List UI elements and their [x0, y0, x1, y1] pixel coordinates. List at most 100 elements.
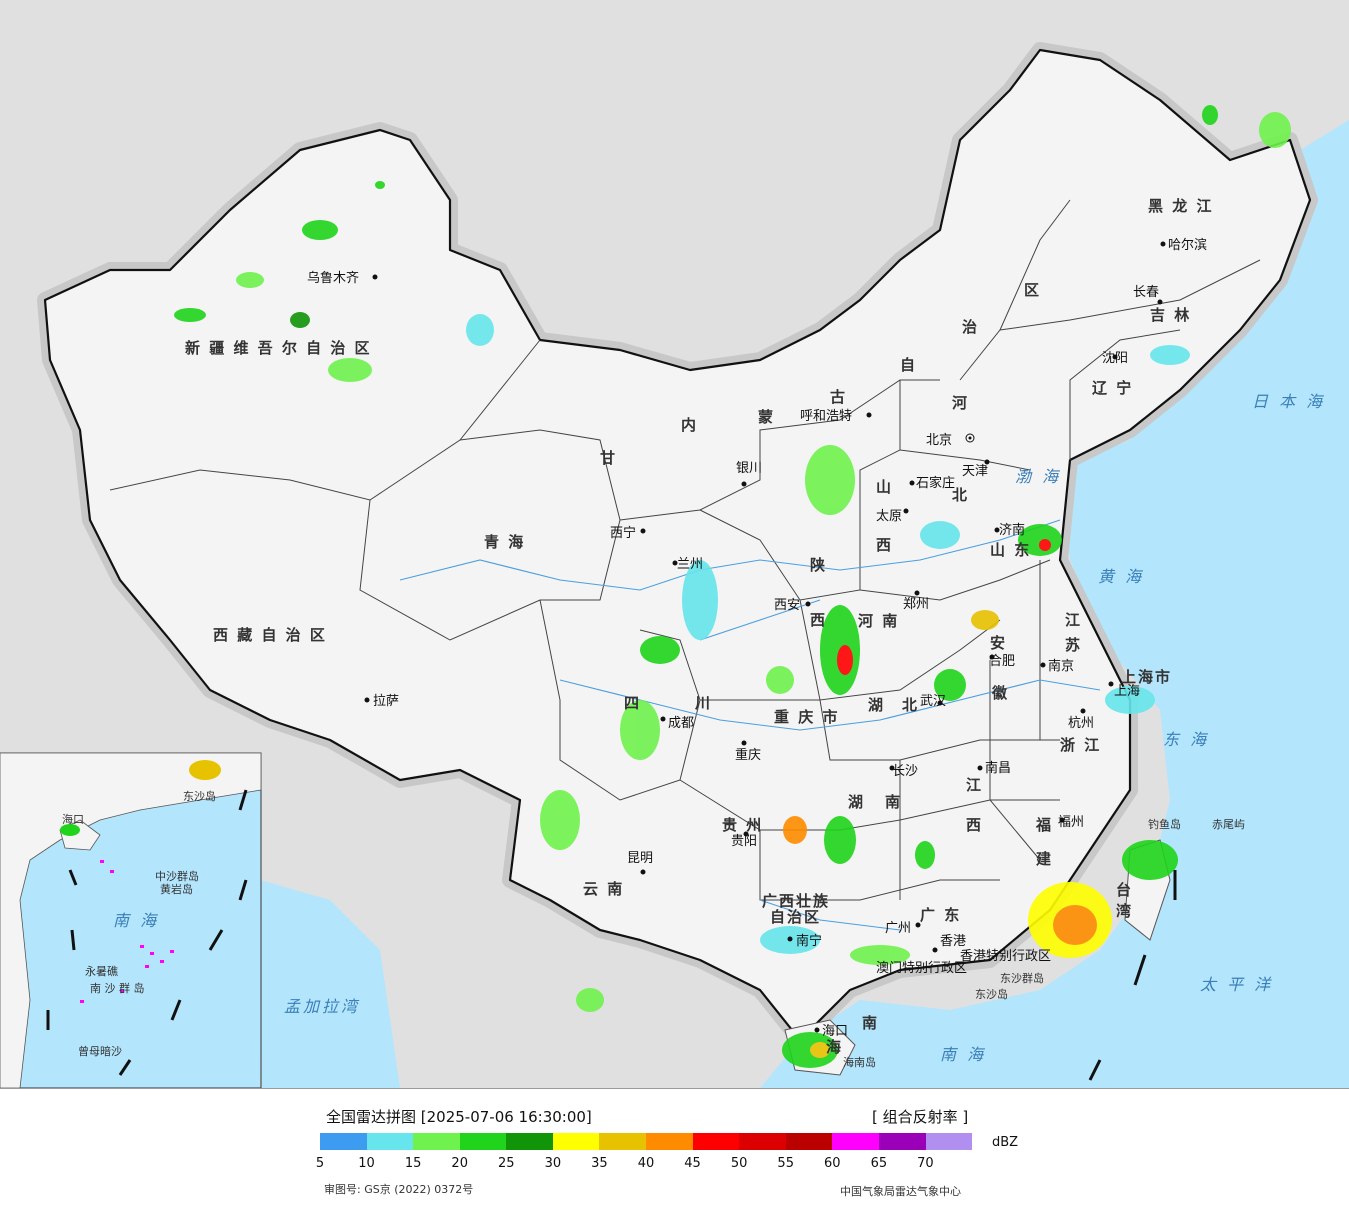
svg-text:南昌: 南昌 [985, 760, 1011, 776]
svg-text:东沙岛: 东沙岛 [975, 987, 1008, 1001]
radar-map: 新 疆 维 吾 尔 自 治 区 西 藏 自 治 区 青 海 甘 内 蒙 古 自 … [0, 0, 1349, 1088]
svg-text:渤 海: 渤 海 [1015, 467, 1061, 486]
approval-number: 审图号: GS京 (2022) 0372号 [324, 1183, 474, 1196]
svg-text:江: 江 [966, 776, 983, 794]
legend-swatch [692, 1133, 740, 1150]
legend-tick-label: 40 [637, 1156, 655, 1171]
svg-text:呼和浩特: 呼和浩特 [800, 409, 852, 424]
svg-text:海: 海 [826, 1038, 843, 1056]
svg-text:南: 南 [862, 1014, 879, 1032]
svg-text:西: 西 [966, 816, 983, 834]
legend-tick-label: 65 [870, 1156, 888, 1171]
svg-text:湾: 湾 [1116, 902, 1133, 920]
unit-label: dBZ [992, 1135, 1019, 1150]
svg-text:曾母暗沙: 曾母暗沙 [78, 1044, 122, 1058]
legend-swatch [599, 1133, 647, 1150]
legend-swatch [413, 1133, 460, 1150]
legend-tick-label: 15 [404, 1156, 422, 1171]
legend-tick-label: 10 [358, 1156, 375, 1171]
legend-tick-label: 20 [451, 1156, 468, 1171]
svg-text:赤尾屿: 赤尾屿 [1212, 818, 1245, 831]
svg-text:南 沙 群 岛: 南 沙 群 岛 [90, 981, 145, 995]
svg-text:哈尔滨: 哈尔滨 [1168, 237, 1207, 253]
map-title: 全国雷达拼图 [2025-07-06 16:30:00] [326, 1108, 592, 1126]
svg-text:孟加拉湾: 孟加拉湾 [284, 997, 360, 1016]
color-scale-bar [320, 1133, 973, 1150]
svg-text:武汉: 武汉 [920, 694, 946, 709]
svg-text:自: 自 [900, 356, 917, 374]
product-name: [ 组合反射率 ] [872, 1108, 969, 1126]
svg-text:贵 州: 贵 州 [722, 816, 763, 834]
svg-text:广 东: 广 东 [920, 906, 961, 924]
legend-tick-label: 50 [730, 1156, 748, 1171]
legend-tick-label: 70 [917, 1156, 934, 1171]
svg-text:西宁: 西宁 [610, 525, 636, 541]
svg-text:贵阳: 贵阳 [731, 834, 757, 849]
svg-text:北京: 北京 [926, 433, 952, 448]
svg-text:青 海: 青 海 [484, 533, 525, 551]
special-labels: 香港特别行政区 澳门特别行政区 东沙群岛 东沙岛 钓鱼岛 赤尾屿 海南岛 [843, 817, 1245, 1069]
svg-text:济南: 济南 [999, 522, 1025, 538]
svg-text:治: 治 [962, 318, 979, 336]
svg-text:沈阳: 沈阳 [1102, 351, 1128, 366]
svg-text:川: 川 [694, 694, 712, 712]
svg-text:南 海: 南 海 [113, 911, 159, 930]
svg-text:郑州: 郑州 [903, 597, 929, 612]
svg-text:甘: 甘 [600, 449, 617, 467]
legend-tick-label: 5 [315, 1156, 325, 1171]
legend-swatch [552, 1133, 600, 1150]
svg-text:古: 古 [830, 388, 847, 406]
svg-text:太原: 太原 [876, 509, 902, 524]
svg-text:河 南: 河 南 [858, 612, 899, 630]
province-labels: 新 疆 维 吾 尔 自 治 区 西 藏 自 治 区 青 海 甘 内 蒙 古 自 … [185, 197, 1213, 1056]
svg-text:合肥: 合肥 [989, 654, 1015, 669]
svg-text:中沙群岛: 中沙群岛 [155, 869, 199, 883]
svg-text:西安: 西安 [774, 598, 800, 613]
sea-area-bay [260, 880, 400, 1088]
svg-text:钓鱼岛: 钓鱼岛 [1148, 817, 1181, 831]
svg-text:日 本 海: 日 本 海 [1252, 392, 1325, 411]
legend-swatch [506, 1133, 553, 1150]
rivers [399, 519, 1101, 931]
sea-labels: 日 本 海 渤 海 黄 海 东 海 太 平 洋 南 海 孟加拉湾 [284, 392, 1325, 1064]
svg-text:拉萨: 拉萨 [373, 694, 399, 709]
legend-swatch [878, 1133, 926, 1150]
svg-text:浙 江: 浙 江 [1060, 736, 1101, 754]
svg-text:内: 内 [681, 416, 698, 434]
svg-text:西 藏 自 治 区: 西 藏 自 治 区 [213, 626, 327, 644]
svg-text:南: 南 [885, 793, 902, 811]
svg-text:重 庆 市: 重 庆 市 [774, 708, 839, 726]
svg-text:东沙岛: 东沙岛 [183, 789, 216, 803]
svg-text:海口: 海口 [62, 812, 84, 826]
legend-tick-label: 45 [684, 1156, 701, 1171]
svg-text:广州: 广州 [885, 921, 911, 936]
legend-swatch [366, 1133, 414, 1150]
south-china-sea-inset: 南 海 中沙群岛 黄岩岛 永暑礁 南 沙 群 岛 曾母暗沙 海口 东沙岛 [0, 752, 262, 1088]
svg-text:蒙: 蒙 [758, 408, 775, 426]
credit-text: 中国气象局雷达气象中心 [840, 1185, 961, 1198]
svg-text:陕: 陕 [810, 556, 827, 574]
legend-swatch [459, 1133, 507, 1150]
svg-text:北: 北 [952, 486, 969, 504]
svg-text:山 东: 山 东 [990, 541, 1031, 559]
radar-echoes [174, 105, 1291, 1068]
svg-text:银川: 银川 [736, 461, 762, 476]
svg-text:山: 山 [876, 478, 893, 496]
svg-text:新 疆 维 吾 尔 自 治 区: 新 疆 维 吾 尔 自 治 区 [185, 339, 372, 357]
svg-text:湖: 湖 [868, 696, 885, 714]
svg-text:江: 江 [1065, 611, 1082, 629]
svg-text:海口: 海口 [822, 1024, 848, 1039]
province-boundaries [109, 199, 1261, 901]
svg-text:太 平 洋: 太 平 洋 [1200, 975, 1273, 994]
svg-text:长春: 长春 [1133, 285, 1159, 300]
svg-text:自治区: 自治区 [770, 908, 821, 926]
svg-text:天津: 天津 [962, 464, 988, 479]
svg-text:黑 龙 江: 黑 龙 江 [1148, 197, 1213, 215]
svg-text:香港特别行政区: 香港特别行政区 [960, 949, 1051, 964]
svg-text:杭州: 杭州 [1068, 716, 1094, 731]
svg-text:区: 区 [1024, 281, 1041, 299]
legend-footer: 全国雷达拼图 [2025-07-06 16:30:00] [ 组合反射率 ] 5… [0, 1088, 1349, 1209]
legend-tick-label: 30 [544, 1156, 562, 1171]
svg-text:上海市: 上海市 [1121, 668, 1172, 686]
